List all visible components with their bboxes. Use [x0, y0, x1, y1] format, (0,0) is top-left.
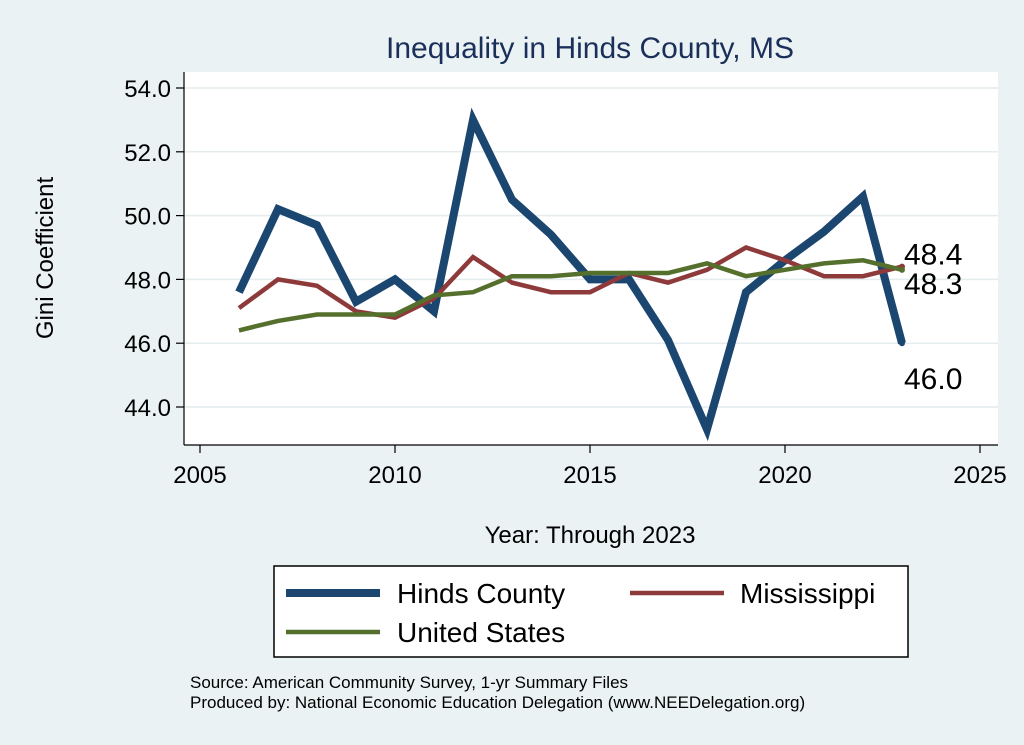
end-label-united-states: 48.3	[904, 268, 962, 301]
y-tick-label: 44.0	[124, 395, 171, 422]
end-marker-hinds-county	[899, 340, 905, 347]
end-label-mississippi: 48.4	[904, 239, 962, 272]
x-tick-label: 2005	[173, 462, 226, 489]
legend: Hinds County Mississippi United States	[273, 565, 909, 658]
y-tick-label: 54.0	[124, 76, 171, 103]
y-tick-label: 50.0	[124, 204, 171, 231]
series-line-mississippi	[237, 245, 903, 321]
chart-title: Inequality in Hinds County, MS	[386, 32, 794, 65]
y-tick-label: 46.0	[124, 331, 171, 358]
series-line-united-states	[238, 258, 903, 333]
end-label-hinds-county: 46.0	[904, 363, 962, 396]
legend-label-hinds-county: Hinds County	[397, 578, 565, 609]
legend-label-united-states: United States	[397, 617, 565, 648]
series-line-hinds-county	[235, 107, 906, 442]
x-tick-label: 2025	[953, 462, 1006, 489]
x-tick-label: 2015	[563, 462, 616, 489]
end-labels: 46.0 48.448.3	[899, 239, 962, 396]
x-axis-title: Year: Through 2023	[485, 522, 696, 549]
series	[235, 107, 906, 442]
legend-box	[273, 565, 909, 658]
legend-label-mississippi: Mississippi	[740, 578, 875, 609]
y-axis-title: Gini Coefficient	[32, 177, 59, 340]
x-tick-label: 2020	[758, 462, 811, 489]
axes: 44.0 46.0 48.0 50.0 52.0 54.0 2005 2010 2015 2020…	[124, 72, 1007, 489]
source-note: Source: American Community Survey, 1-yr …	[190, 673, 628, 692]
y-tick-label: 52.0	[124, 140, 171, 167]
end-marker-united-states	[899, 266, 905, 273]
y-tick-label: 48.0	[124, 267, 171, 294]
x-tick-label: 2010	[368, 462, 421, 489]
producer-note: Produced by: National Economic Education…	[190, 693, 805, 712]
